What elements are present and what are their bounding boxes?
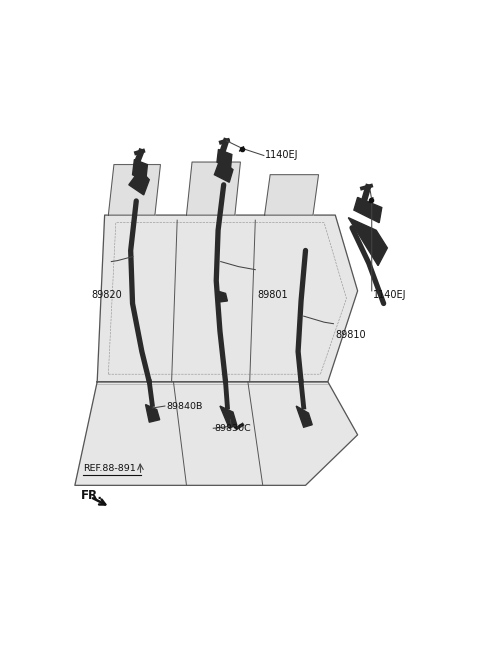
Polygon shape <box>129 170 149 195</box>
Polygon shape <box>217 150 232 170</box>
Polygon shape <box>296 406 312 427</box>
Text: 89840B: 89840B <box>166 401 203 411</box>
Polygon shape <box>97 215 358 382</box>
Polygon shape <box>264 174 319 215</box>
Polygon shape <box>132 159 147 182</box>
Polygon shape <box>108 165 160 215</box>
Text: 89801: 89801 <box>257 290 288 300</box>
Polygon shape <box>215 159 233 182</box>
Text: REF.88-891: REF.88-891 <box>83 464 136 473</box>
Polygon shape <box>220 406 237 428</box>
Polygon shape <box>145 405 160 422</box>
Text: 89820: 89820 <box>92 290 122 300</box>
Text: 1140EJ: 1140EJ <box>265 150 299 161</box>
Polygon shape <box>217 291 228 302</box>
Polygon shape <box>75 382 358 485</box>
Text: 1140EJ: 1140EJ <box>372 290 406 300</box>
Polygon shape <box>348 218 387 266</box>
Polygon shape <box>354 197 382 222</box>
Polygon shape <box>186 162 240 215</box>
Text: FR.: FR. <box>81 489 102 502</box>
Text: 89810: 89810 <box>335 331 366 340</box>
Text: 89830C: 89830C <box>215 424 251 433</box>
